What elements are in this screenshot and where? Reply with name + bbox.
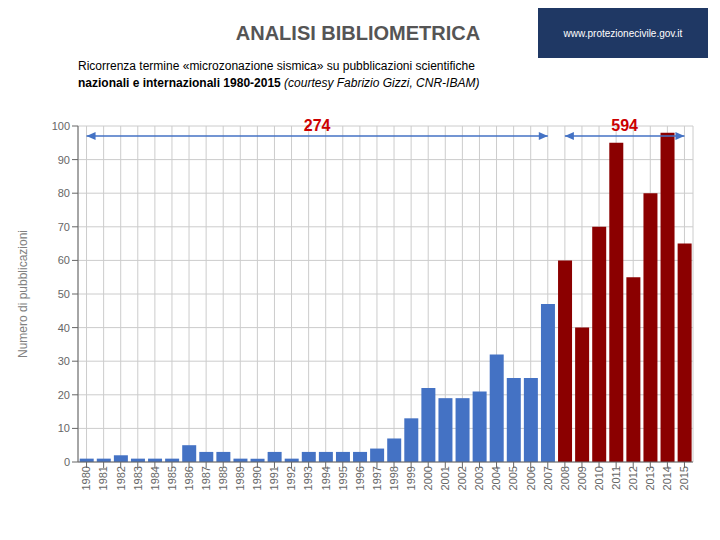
svg-text:10: 10	[58, 422, 70, 434]
svg-text:80: 80	[58, 187, 70, 199]
svg-text:1994: 1994	[320, 466, 332, 490]
html-text:www.protezionecivile.gov.it: www.protezionecivile.gov.it	[563, 27, 683, 39]
html-text:Ricorrenza termine «microzonaz: Ricorrenza termine «microzonazione sismi…	[78, 59, 475, 73]
svg-text:1984: 1984	[149, 466, 161, 490]
svg-text:90: 90	[58, 154, 70, 166]
svg-text:2004: 2004	[490, 466, 502, 490]
svg-text:100: 100	[52, 120, 70, 132]
svg-text:2013: 2013	[644, 466, 656, 490]
html-text:nazionali e internazionali 198: nazionali e internazionali 1980-2015 (co…	[78, 76, 480, 90]
svg-text:40: 40	[58, 322, 70, 334]
svg-text:1981: 1981	[97, 466, 109, 490]
svg-text:Numero di pubblicazioni: Numero di pubblicazioni	[16, 230, 30, 358]
svg-text:274: 274	[304, 117, 331, 134]
svg-text:30: 30	[58, 355, 70, 367]
svg-text:1991: 1991	[268, 466, 280, 490]
svg-text:1986: 1986	[183, 466, 195, 490]
svg-text:70: 70	[58, 221, 70, 233]
svg-text:2002: 2002	[456, 466, 468, 490]
svg-text:2008: 2008	[559, 466, 571, 490]
svg-text:1999: 1999	[405, 466, 417, 490]
svg-text:1990: 1990	[251, 466, 263, 490]
svg-text:2011: 2011	[610, 466, 622, 490]
svg-text:1985: 1985	[166, 466, 178, 490]
svg-text:1980: 1980	[80, 466, 92, 490]
svg-text:1989: 1989	[234, 466, 246, 490]
svg-text:1995: 1995	[337, 466, 349, 490]
svg-text:20: 20	[58, 389, 70, 401]
svg-text:60: 60	[58, 254, 70, 266]
svg-text:1998: 1998	[388, 466, 400, 490]
svg-text:50: 50	[58, 288, 70, 300]
svg-text:1988: 1988	[217, 466, 229, 490]
svg-text:2003: 2003	[473, 466, 485, 490]
svg-text:1983: 1983	[132, 466, 144, 490]
svg-text:1993: 1993	[302, 466, 314, 490]
svg-text:2014: 2014	[661, 466, 673, 490]
svg-text:0: 0	[64, 456, 70, 468]
svg-text:1996: 1996	[354, 466, 366, 490]
svg-text:2015: 2015	[678, 466, 690, 490]
svg-text:594: 594	[611, 117, 638, 134]
svg-text:2006: 2006	[525, 466, 537, 490]
svg-text:1992: 1992	[285, 466, 297, 490]
svg-text:2005: 2005	[507, 466, 519, 490]
svg-text:2001: 2001	[439, 466, 451, 490]
svg-text:1997: 1997	[371, 466, 383, 490]
svg-text:2009: 2009	[576, 466, 588, 490]
html-text:ANALISI BIBLIOMETRICA: ANALISI BIBLIOMETRICA	[235, 21, 481, 44]
svg-text:2000: 2000	[422, 466, 434, 490]
svg-text:2007: 2007	[542, 466, 554, 490]
svg-text:2010: 2010	[593, 466, 605, 490]
svg-text:2012: 2012	[627, 466, 639, 490]
svg-text:1987: 1987	[200, 466, 212, 490]
svg-text:1982: 1982	[115, 466, 127, 490]
